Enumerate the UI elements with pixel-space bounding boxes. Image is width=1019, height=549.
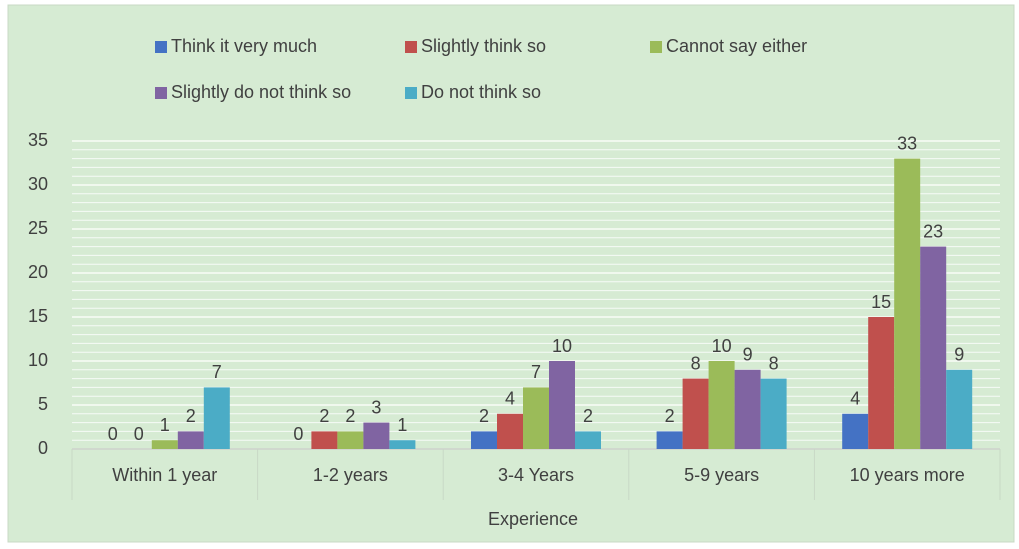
legend-label: Think it very much bbox=[171, 36, 317, 56]
x-tick-label: 1-2 years bbox=[313, 465, 388, 485]
legend-swatch bbox=[155, 87, 167, 99]
y-tick-label: 5 bbox=[38, 394, 48, 414]
data-label: 9 bbox=[954, 345, 964, 365]
x-axis-title: Experience bbox=[488, 509, 578, 529]
bar bbox=[894, 158, 921, 449]
data-label: 8 bbox=[769, 353, 779, 373]
y-tick-label: 35 bbox=[28, 130, 48, 150]
data-label: 33 bbox=[897, 133, 917, 153]
bar bbox=[868, 317, 895, 449]
bar bbox=[656, 431, 683, 449]
x-tick-label: Within 1 year bbox=[112, 465, 217, 485]
bar bbox=[389, 440, 416, 449]
data-label: 7 bbox=[212, 362, 222, 382]
x-tick-label: 3-4 Years bbox=[498, 465, 574, 485]
data-label: 2 bbox=[583, 406, 593, 426]
bar bbox=[337, 431, 364, 449]
bar bbox=[151, 440, 178, 449]
data-label: 3 bbox=[371, 397, 381, 417]
y-tick-label: 15 bbox=[28, 306, 48, 326]
bar bbox=[177, 431, 204, 449]
data-label: 2 bbox=[186, 406, 196, 426]
legend-swatch bbox=[405, 87, 417, 99]
x-tick-label: 10 years more bbox=[850, 465, 965, 485]
data-label: 0 bbox=[293, 424, 303, 444]
data-label: 23 bbox=[923, 221, 943, 241]
data-label: 7 bbox=[531, 362, 541, 382]
bar bbox=[760, 378, 787, 449]
bar bbox=[549, 361, 575, 449]
legend-label: Cannot say either bbox=[666, 36, 807, 56]
legend-label: Slightly do not think so bbox=[171, 82, 351, 102]
data-label: 4 bbox=[850, 389, 860, 409]
bar bbox=[523, 387, 549, 449]
bar bbox=[842, 413, 869, 449]
legend-label: Do not think so bbox=[421, 82, 541, 102]
data-label: 1 bbox=[160, 415, 170, 435]
legend-swatch bbox=[650, 41, 662, 53]
y-tick-label: 30 bbox=[28, 174, 48, 194]
bar bbox=[471, 431, 497, 449]
data-label: 4 bbox=[505, 389, 515, 409]
y-tick-label: 10 bbox=[28, 350, 48, 370]
data-label: 9 bbox=[743, 345, 753, 365]
data-label: 2 bbox=[319, 406, 329, 426]
bar bbox=[920, 246, 947, 449]
legend-label: Slightly think so bbox=[421, 36, 546, 56]
legend-swatch bbox=[155, 41, 167, 53]
data-label: 2 bbox=[665, 406, 675, 426]
bar bbox=[575, 431, 601, 449]
data-label: 10 bbox=[552, 336, 572, 356]
data-label: 8 bbox=[691, 353, 701, 373]
data-label: 2 bbox=[345, 406, 355, 426]
y-tick-label: 25 bbox=[28, 218, 48, 238]
data-label: 0 bbox=[108, 424, 118, 444]
bar bbox=[311, 431, 338, 449]
y-tick-label: 20 bbox=[28, 262, 48, 282]
data-label: 0 bbox=[134, 424, 144, 444]
legend-swatch bbox=[405, 41, 417, 53]
data-label: 2 bbox=[479, 406, 489, 426]
data-label: 15 bbox=[871, 292, 891, 312]
bar bbox=[363, 422, 390, 449]
bar bbox=[497, 413, 523, 449]
bar bbox=[708, 361, 735, 449]
x-tick-label: 5-9 years bbox=[684, 465, 759, 485]
bar bbox=[734, 369, 761, 449]
bar bbox=[946, 369, 973, 449]
y-tick-label: 0 bbox=[38, 438, 48, 458]
data-label: 1 bbox=[397, 415, 407, 435]
bar bbox=[682, 378, 709, 449]
bar bbox=[203, 387, 230, 449]
data-label: 10 bbox=[712, 336, 732, 356]
